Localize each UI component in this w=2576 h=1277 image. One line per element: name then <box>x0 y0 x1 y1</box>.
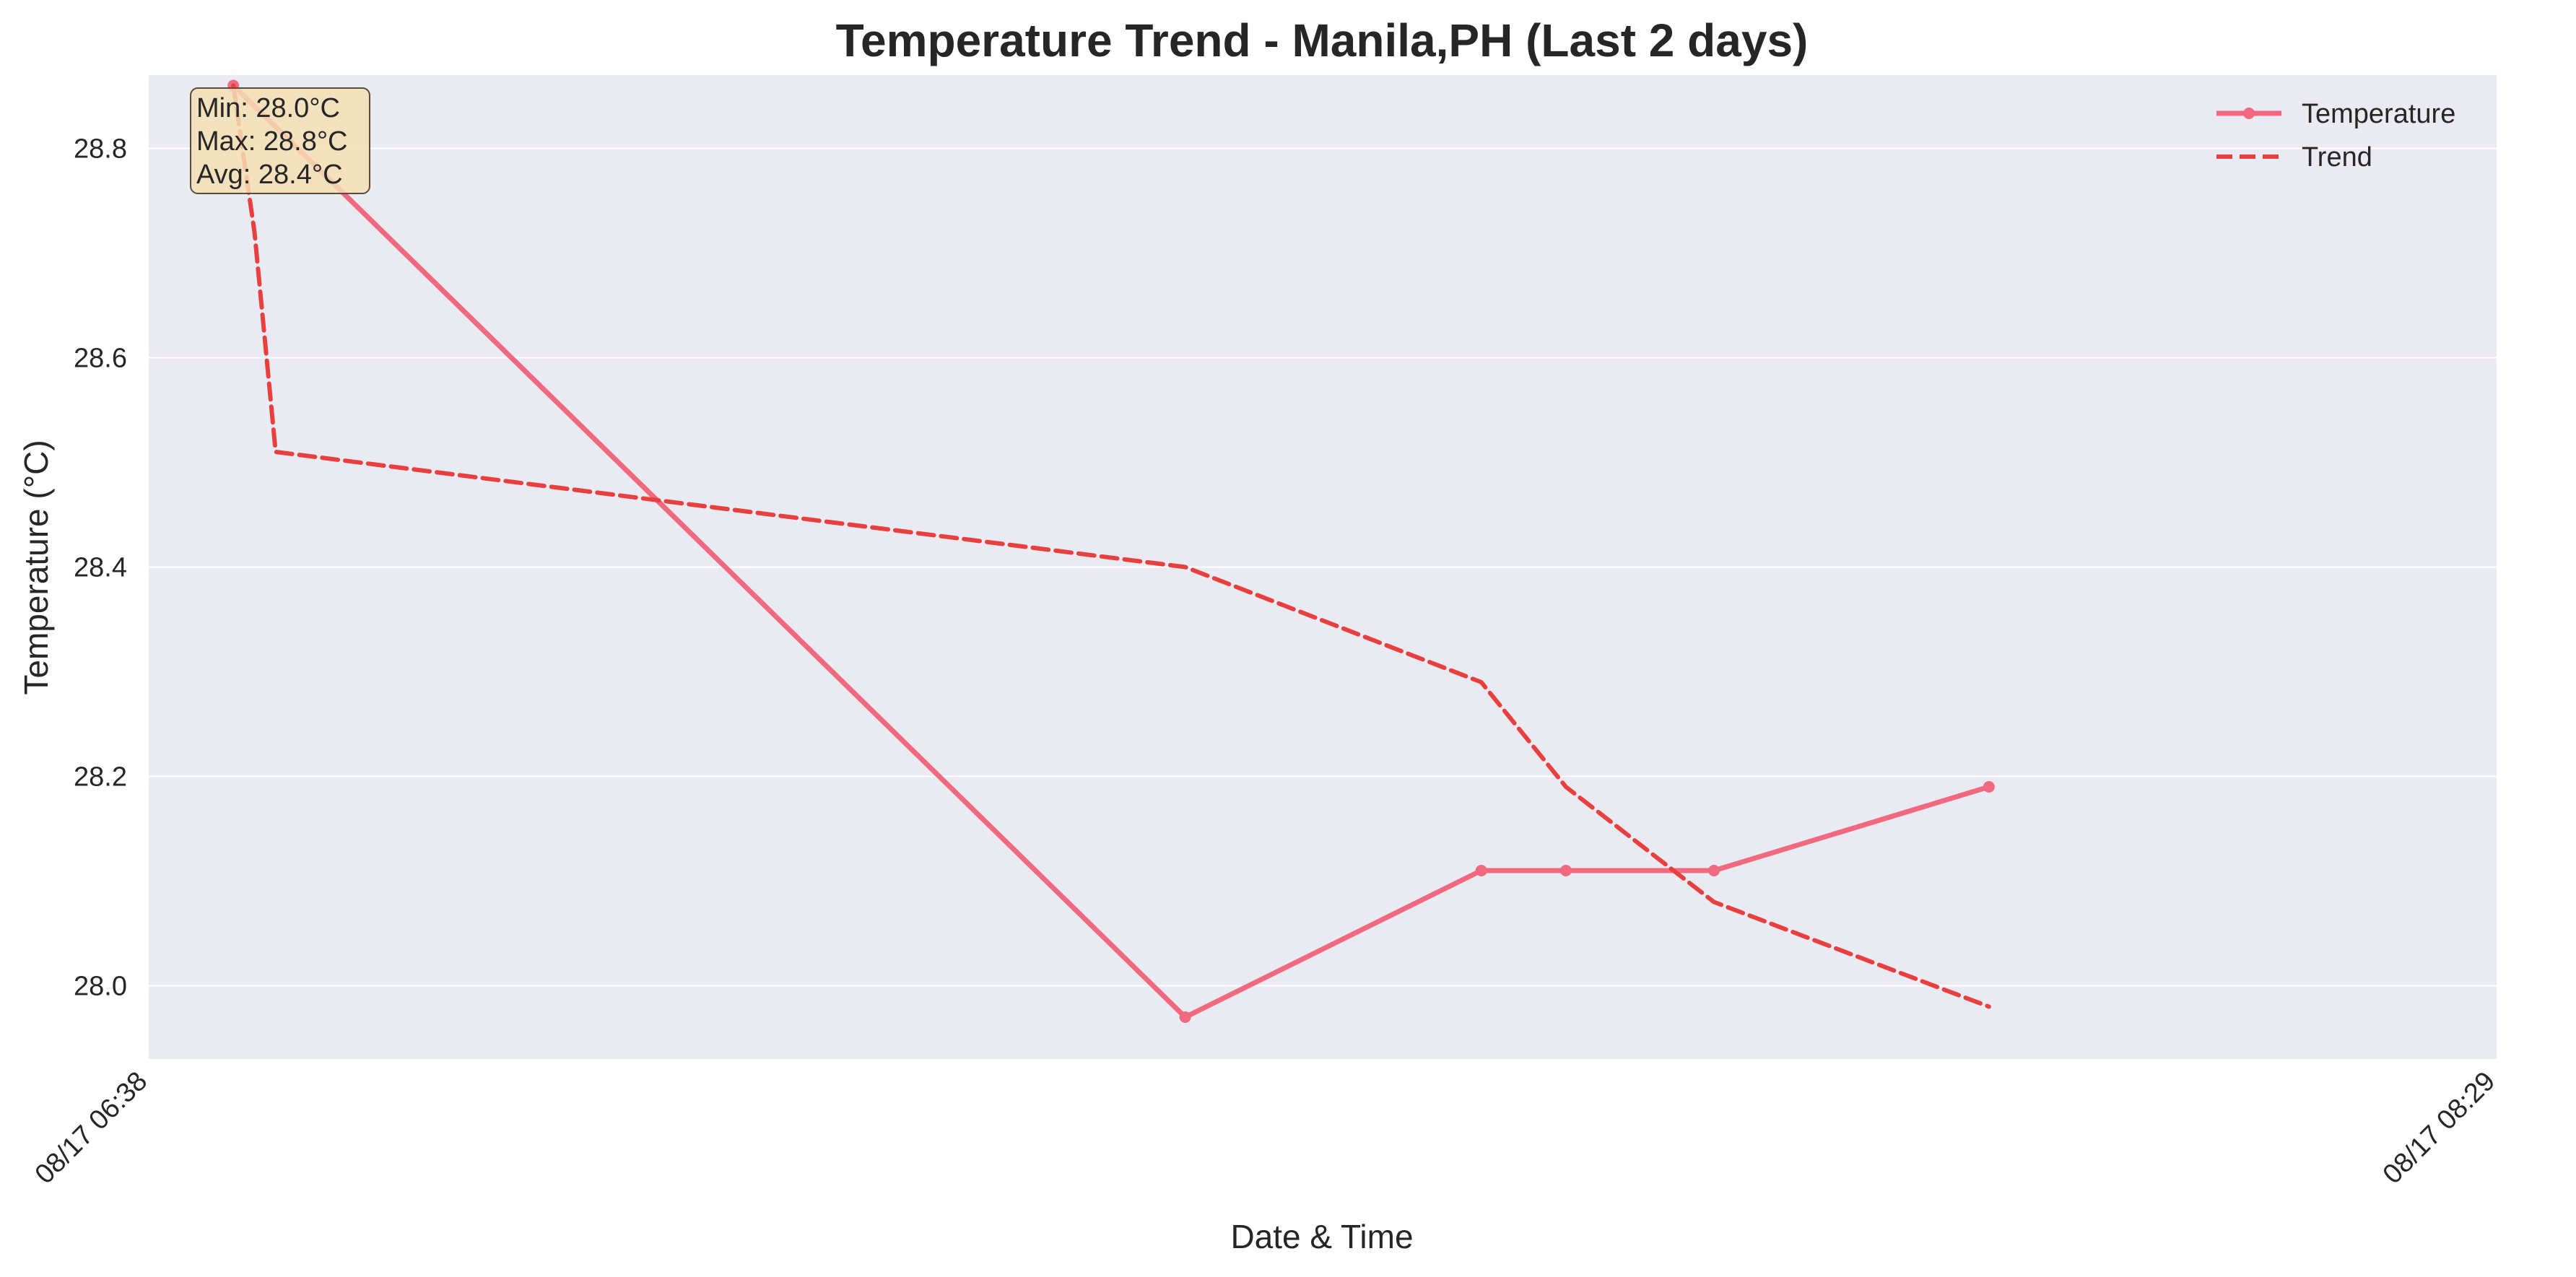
legend-marker-temperature <box>2243 108 2255 119</box>
x-axis-ticks: 08/17 06:38 08/17 08:29 <box>30 1066 2502 1190</box>
y-tick-label: 28.2 <box>74 762 127 793</box>
series-layer <box>227 79 1995 1023</box>
gridlines <box>149 147 2497 987</box>
data-point <box>1983 781 1995 793</box>
stats-min: Min: 28.0°C <box>196 93 340 123</box>
stats-max: Max: 28.8°C <box>196 126 348 157</box>
x-axis-label: Date & Time <box>1230 1218 1413 1255</box>
data-point <box>1708 865 1720 876</box>
y-tick-label: 28.8 <box>74 134 127 165</box>
y-axis-label: Temperature (°C) <box>17 440 55 694</box>
x-tick-label: 08/17 06:38 <box>30 1066 154 1190</box>
y-tick-label: 28.4 <box>74 553 127 583</box>
data-point <box>1559 865 1572 876</box>
y-axis-ticks: 28.0 28.2 28.4 28.6 28.8 <box>74 134 127 1002</box>
stats-avg: Avg: 28.4°C <box>196 160 343 190</box>
data-point <box>1475 865 1487 876</box>
legend-label-temperature: Temperature <box>2302 99 2455 129</box>
series-line-trend <box>231 83 1991 1009</box>
chart-title: Temperature Trend - Manila,PH (Last 2 da… <box>836 14 1809 66</box>
x-tick-label: 08/17 08:29 <box>2377 1066 2502 1190</box>
y-tick-label: 28.6 <box>74 344 127 374</box>
legend-label-trend: Trend <box>2302 142 2372 173</box>
stats-box: Min: 28.0°C Max: 28.8°C Avg: 28.4°C <box>190 87 370 194</box>
data-point <box>1179 1011 1191 1023</box>
y-tick-label: 28.0 <box>74 972 127 1002</box>
legend: Temperature Trend <box>2216 99 2455 173</box>
series-line-temperature <box>230 83 1992 1020</box>
